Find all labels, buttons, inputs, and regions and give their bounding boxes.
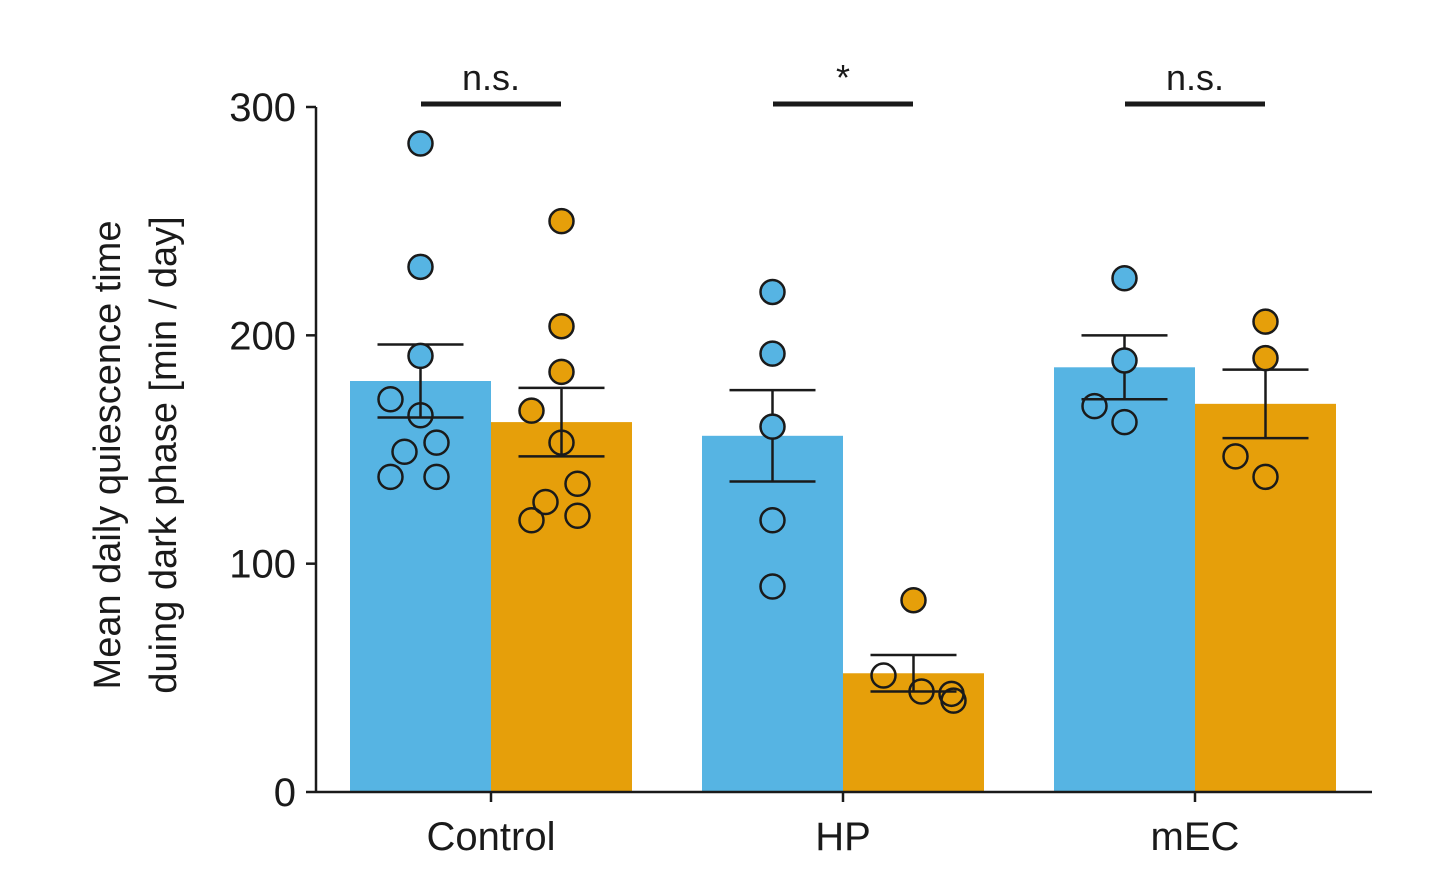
data-point xyxy=(548,429,575,456)
y-axis-title: Mean daily quiescence time duing dark ph… xyxy=(87,216,185,693)
y-axis-title-line-1: Mean daily quiescence time xyxy=(87,221,129,690)
significance-label-control: n.s. xyxy=(462,57,520,98)
bar-hp-series-2 xyxy=(843,673,984,792)
data-point xyxy=(759,573,786,600)
bar-mec-series-2 xyxy=(1195,403,1336,792)
x-tick-label-mec: mEC xyxy=(1151,815,1240,859)
axes-layer: Control HP mEC 0 100 200 300 xyxy=(229,86,1372,859)
data-point xyxy=(1111,265,1138,292)
data-point xyxy=(548,207,575,235)
significance-label-hp: * xyxy=(836,57,850,98)
data-point xyxy=(940,687,967,714)
significance-label-mec: n.s. xyxy=(1166,57,1224,98)
data-point xyxy=(377,386,404,413)
y-tick-label: 0 xyxy=(274,771,296,815)
data-point xyxy=(900,586,927,614)
y-tick-label: 200 xyxy=(229,314,296,358)
data-point xyxy=(407,342,434,370)
data-point xyxy=(1111,408,1138,436)
data-point xyxy=(870,662,897,689)
error-bars-layer xyxy=(377,334,1309,693)
data-point xyxy=(407,253,434,281)
bar-mec-series-1 xyxy=(1054,367,1195,792)
significance-layer: n.s. * n.s. xyxy=(421,57,1265,107)
data-point xyxy=(1111,347,1138,374)
data-point xyxy=(908,678,935,705)
data-point xyxy=(1252,463,1279,491)
data-point xyxy=(532,488,559,516)
data-point xyxy=(548,358,575,386)
x-tick-label-hp: HP xyxy=(815,815,871,859)
data-point xyxy=(1252,344,1279,372)
x-tick-label-control: Control xyxy=(427,815,556,859)
data-point xyxy=(564,502,591,529)
data-point xyxy=(423,463,450,491)
data-point xyxy=(564,470,591,497)
data-point xyxy=(759,507,786,534)
bar-hp-series-1 xyxy=(702,435,843,792)
y-axis-title-line-2: duing dark phase [min / day] xyxy=(143,216,185,693)
bar-control-series-2 xyxy=(491,422,632,792)
data-point xyxy=(407,402,434,429)
data-point xyxy=(518,507,545,534)
data-points-layer xyxy=(377,130,1279,714)
data-point xyxy=(1252,308,1279,335)
bar-control-series-1 xyxy=(350,381,491,792)
data-point xyxy=(759,340,786,367)
y-tick-label: 100 xyxy=(229,543,296,587)
data-point xyxy=(423,429,450,456)
data-point xyxy=(1222,443,1249,470)
data-point xyxy=(518,397,545,424)
data-point xyxy=(1081,392,1108,420)
data-point xyxy=(377,463,404,491)
data-point xyxy=(759,413,786,440)
data-point xyxy=(759,278,786,306)
data-point xyxy=(407,130,434,157)
bars-layer xyxy=(350,367,1336,792)
data-point xyxy=(548,312,575,340)
data-point xyxy=(391,438,418,466)
y-tick-label: 300 xyxy=(229,86,296,130)
